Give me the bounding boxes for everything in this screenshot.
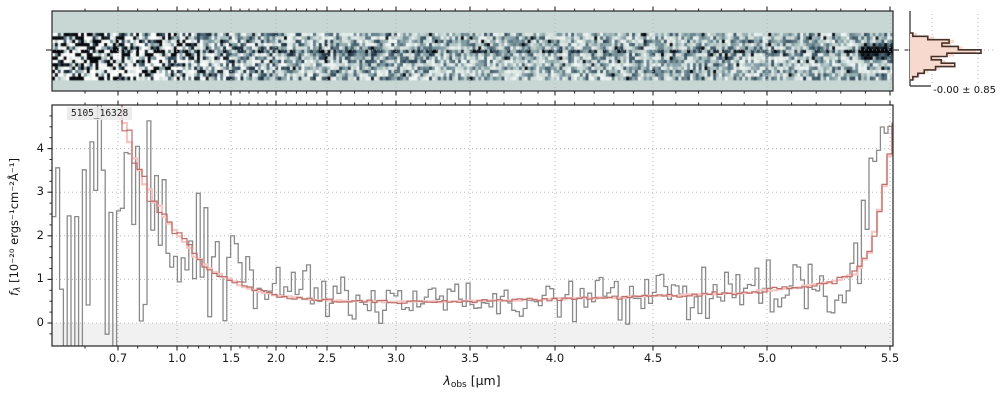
x-tick-label: 1.0 [167, 351, 187, 365]
2d-spectrum-heatmap [52, 11, 893, 91]
pixel-histogram [904, 14, 995, 84]
x-tick-label: 5.5 [880, 351, 900, 365]
x-tick-label: 0.7 [108, 351, 128, 365]
y-axis-symbol: f [7, 291, 21, 296]
flux-step-line [52, 105, 893, 346]
y-axis-subscript: λ [13, 286, 23, 292]
x-tick-label: 1.5 [221, 351, 241, 365]
x-axis-units: [μm] [466, 373, 501, 388]
x-tick-label: 5.0 [757, 351, 777, 365]
uncertainty-line-dark [121, 105, 893, 305]
y-tick-label: 4 [36, 140, 44, 155]
y-tick-label: 2 [36, 227, 44, 242]
x-axis-label: λobs [μm] [392, 373, 552, 390]
y-tick-label: 3 [36, 184, 44, 199]
object-id-label: 5105_16328 [67, 107, 133, 120]
x-tick-label: 3.0 [386, 351, 406, 365]
x-axis-symbol: λ [443, 373, 451, 388]
x-tick-label: 2.0 [266, 351, 286, 365]
x-tick-label: 4.5 [643, 351, 663, 365]
x-tick-label: 2.5 [317, 351, 337, 365]
grid-lines [52, 11, 893, 346]
y-tick-label: 0 [36, 315, 44, 329]
y-axis-units: [10⁻²⁰ ergs⁻¹cm⁻²Å⁻¹] [7, 158, 21, 287]
histogram-stats-label: -0.00 ± 0.85 [931, 85, 998, 96]
below-zero-shading [52, 323, 893, 346]
x-axis-subscript: obs [450, 380, 467, 390]
panel-spines [51, 10, 997, 347]
y-tick-label: 1 [36, 271, 44, 286]
x-tick-label: 4.0 [545, 351, 565, 365]
x-tick-label: 3.5 [460, 351, 480, 365]
axis-ticks [46, 6, 910, 351]
